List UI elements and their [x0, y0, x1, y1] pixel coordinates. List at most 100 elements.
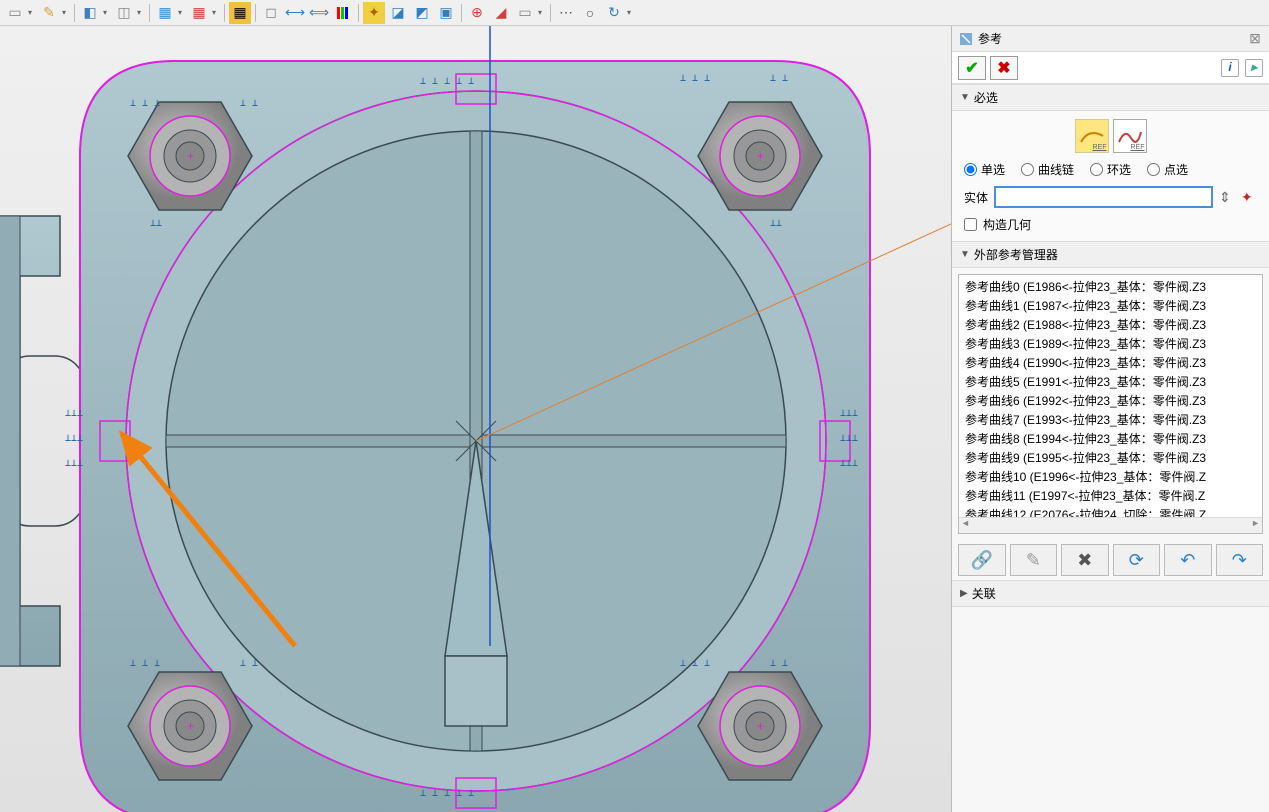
dropdown-icon[interactable]: ▾	[103, 8, 111, 17]
reference-list-item[interactable]: 参考曲线6 (E1992<-拉伸23_基体：零件阀.Z3	[961, 391, 1260, 410]
radio-curve-chain-label: 曲线链	[1038, 161, 1074, 178]
reference-list-item[interactable]: 参考曲线1 (E1987<-拉伸23_基体：零件阀.Z3	[961, 296, 1260, 315]
section-required-header[interactable]: ▼ 必选	[952, 84, 1269, 111]
tool-box-icon[interactable]: ▣	[435, 2, 457, 24]
cad-viewport[interactable]: + + +	[0, 26, 951, 812]
confirm-row: ✔ ✖ i ▸	[952, 52, 1269, 84]
tool-dim-icon[interactable]: ◻	[260, 2, 282, 24]
tool-mesh-icon[interactable]: ▦	[229, 2, 251, 24]
reference-list-item[interactable]: 参考曲线0 (E1986<-拉伸23_基体：零件阀.Z3	[961, 277, 1260, 296]
svg-text:⊥⊥⊥: ⊥⊥⊥	[840, 433, 858, 444]
info-button[interactable]: i	[1221, 59, 1239, 77]
radio-curve-chain-input[interactable]	[1021, 163, 1034, 176]
tool-monitor-icon[interactable]: ▭	[514, 2, 536, 24]
tool-grid-icon[interactable]: ▦	[188, 2, 210, 24]
reftype-curve-button[interactable]: REF	[1075, 119, 1109, 153]
dropdown-icon[interactable]: ▾	[538, 8, 546, 17]
radio-point-input[interactable]	[1147, 163, 1160, 176]
entity-input[interactable]	[994, 186, 1213, 208]
radio-curve-chain[interactable]: 曲线链	[1021, 161, 1074, 178]
tool-dots-icon[interactable]: ⋯	[555, 2, 577, 24]
reftype-spline-button[interactable]: REF	[1113, 119, 1147, 153]
dropdown-icon[interactable]: ▾	[212, 8, 220, 17]
dropdown-icon[interactable]: ▾	[627, 8, 635, 17]
radio-single[interactable]: 单选	[964, 161, 1005, 178]
tool-colorbar-icon[interactable]	[332, 2, 354, 24]
ok-button[interactable]: ✔	[958, 56, 986, 80]
delete-button[interactable]: ✖	[1061, 544, 1109, 576]
reference-list-item[interactable]: 参考曲线12 (E2076<-拉伸24_切除：零件阀.Z	[961, 505, 1260, 517]
reference-list-item[interactable]: 参考曲线2 (E1988<-拉伸23_基体：零件阀.Z3	[961, 315, 1260, 334]
expand-icon[interactable]: ⇕	[1219, 189, 1235, 205]
tool-cube-icon[interactable]: ◧	[79, 2, 101, 24]
section-related-header[interactable]: ▶ 关联	[952, 580, 1269, 607]
tool-iso1-icon[interactable]: ◪	[387, 2, 409, 24]
tool-star-icon[interactable]: ✦	[363, 2, 385, 24]
entity-row: 实体 ⇕ ✦	[960, 186, 1261, 208]
edit-button[interactable]: ✎	[1010, 544, 1058, 576]
separator	[149, 4, 150, 22]
tool-plane-icon[interactable]: ▦	[154, 2, 176, 24]
undo-button[interactable]: ↶	[1164, 544, 1212, 576]
reference-list-item[interactable]: 参考曲线5 (E1991<-拉伸23_基体：零件阀.Z3	[961, 372, 1260, 391]
selection-mode-radios: 单选 曲线链 环选 点选	[960, 161, 1261, 178]
tool-wireframe-icon[interactable]: ◫	[113, 2, 135, 24]
radio-single-label: 单选	[981, 161, 1005, 178]
construct-geom-row: 构造几何	[960, 216, 1261, 233]
reference-list-item[interactable]: 参考曲线8 (E1994<-拉伸23_基体：零件阀.Z3	[961, 429, 1260, 448]
tool-rotate-icon[interactable]: ↻	[603, 2, 625, 24]
refresh-button[interactable]: ⟳	[1113, 544, 1161, 576]
reference-icon	[958, 31, 974, 47]
main-toolbar: ▭ ▾ ✎ ▾ ◧ ▾ ◫ ▾ ▦ ▾ ▦ ▾ ▦ ◻ ⟷ ⟺ ✦ ◪ ◩ ▣ …	[0, 0, 1269, 26]
tool-iso2-icon[interactable]: ◩	[411, 2, 433, 24]
reference-list-item[interactable]: 参考曲线11 (E1997<-拉伸23_基体：零件阀.Z	[961, 486, 1260, 505]
link-button[interactable]: 🔗	[958, 544, 1006, 576]
close-icon[interactable]: ⊠	[1247, 30, 1263, 46]
horizontal-scrollbar[interactable]	[959, 517, 1262, 533]
section-external-label: 外部参考管理器	[974, 246, 1058, 263]
svg-text:⊥ ⊥ ⊥ ⊥ ⊥: ⊥ ⊥ ⊥ ⊥ ⊥	[420, 788, 474, 799]
section-external-header[interactable]: ▼ 外部参考管理器	[952, 241, 1269, 268]
reference-list[interactable]: 参考曲线0 (E1986<-拉伸23_基体：零件阀.Z3参考曲线1 (E1987…	[959, 275, 1262, 517]
tool-vdim-icon[interactable]: ⟺	[308, 2, 330, 24]
svg-text:⊥ ⊥ ⊥ ⊥ ⊥: ⊥ ⊥ ⊥ ⊥ ⊥	[420, 76, 474, 87]
dropdown-icon[interactable]: ▾	[62, 8, 70, 17]
pick-icon[interactable]: ✦	[1241, 189, 1257, 205]
reference-list-item[interactable]: 参考曲线3 (E1989<-拉伸23_基体：零件阀.Z3	[961, 334, 1260, 353]
separator	[224, 4, 225, 22]
radio-loop-input[interactable]	[1090, 163, 1103, 176]
reference-list-item[interactable]: 参考曲线7 (E1993<-拉伸23_基体：零件阀.Z3	[961, 410, 1260, 429]
radio-point[interactable]: 点选	[1147, 161, 1188, 178]
tool-target-icon[interactable]: ⊕	[466, 2, 488, 24]
tool-pencil-icon[interactable]: ✎	[38, 2, 60, 24]
reference-list-item[interactable]: 参考曲线10 (E1996<-拉伸23_基体：零件阀.Z	[961, 467, 1260, 486]
section-required-body: REF REF 单选 曲线链 环选	[952, 111, 1269, 241]
chevron-down-icon: ▼	[960, 249, 970, 260]
ref-sublabel: REF	[1093, 144, 1107, 151]
svg-text:+: +	[187, 719, 194, 733]
tool-circle-icon[interactable]: ○	[579, 2, 601, 24]
dropdown-icon[interactable]: ▾	[137, 8, 145, 17]
help-button[interactable]: ▸	[1245, 59, 1263, 77]
radio-single-input[interactable]	[964, 163, 977, 176]
redo-button[interactable]: ↷	[1216, 544, 1264, 576]
reference-list-container: 参考曲线0 (E1986<-拉伸23_基体：零件阀.Z3参考曲线1 (E1987…	[958, 274, 1263, 534]
svg-text:⊥⊥: ⊥⊥	[770, 218, 782, 229]
separator	[255, 4, 256, 22]
reference-list-item[interactable]: 参考曲线4 (E1990<-拉伸23_基体：零件阀.Z3	[961, 353, 1260, 372]
dropdown-icon[interactable]: ▾	[178, 8, 186, 17]
main-area: + + +	[0, 26, 1269, 812]
svg-text:⊥⊥⊥: ⊥⊥⊥	[840, 408, 858, 419]
dropdown-icon[interactable]: ▾	[28, 8, 36, 17]
separator	[550, 4, 551, 22]
tool-hdim-icon[interactable]: ⟷	[284, 2, 306, 24]
radio-point-label: 点选	[1164, 161, 1188, 178]
reference-list-item[interactable]: 参考曲线9 (E1995<-拉伸23_基体：零件阀.Z3	[961, 448, 1260, 467]
tool-0-icon[interactable]: ▭	[4, 2, 26, 24]
cancel-button[interactable]: ✖	[990, 56, 1018, 80]
tool-eraser-icon[interactable]: ◢	[490, 2, 512, 24]
radio-loop[interactable]: 环选	[1090, 161, 1131, 178]
svg-text:⊥ ⊥ ⊥: ⊥ ⊥ ⊥	[130, 658, 160, 669]
chevron-down-icon: ▼	[960, 92, 970, 103]
construct-geom-checkbox[interactable]	[964, 218, 977, 231]
